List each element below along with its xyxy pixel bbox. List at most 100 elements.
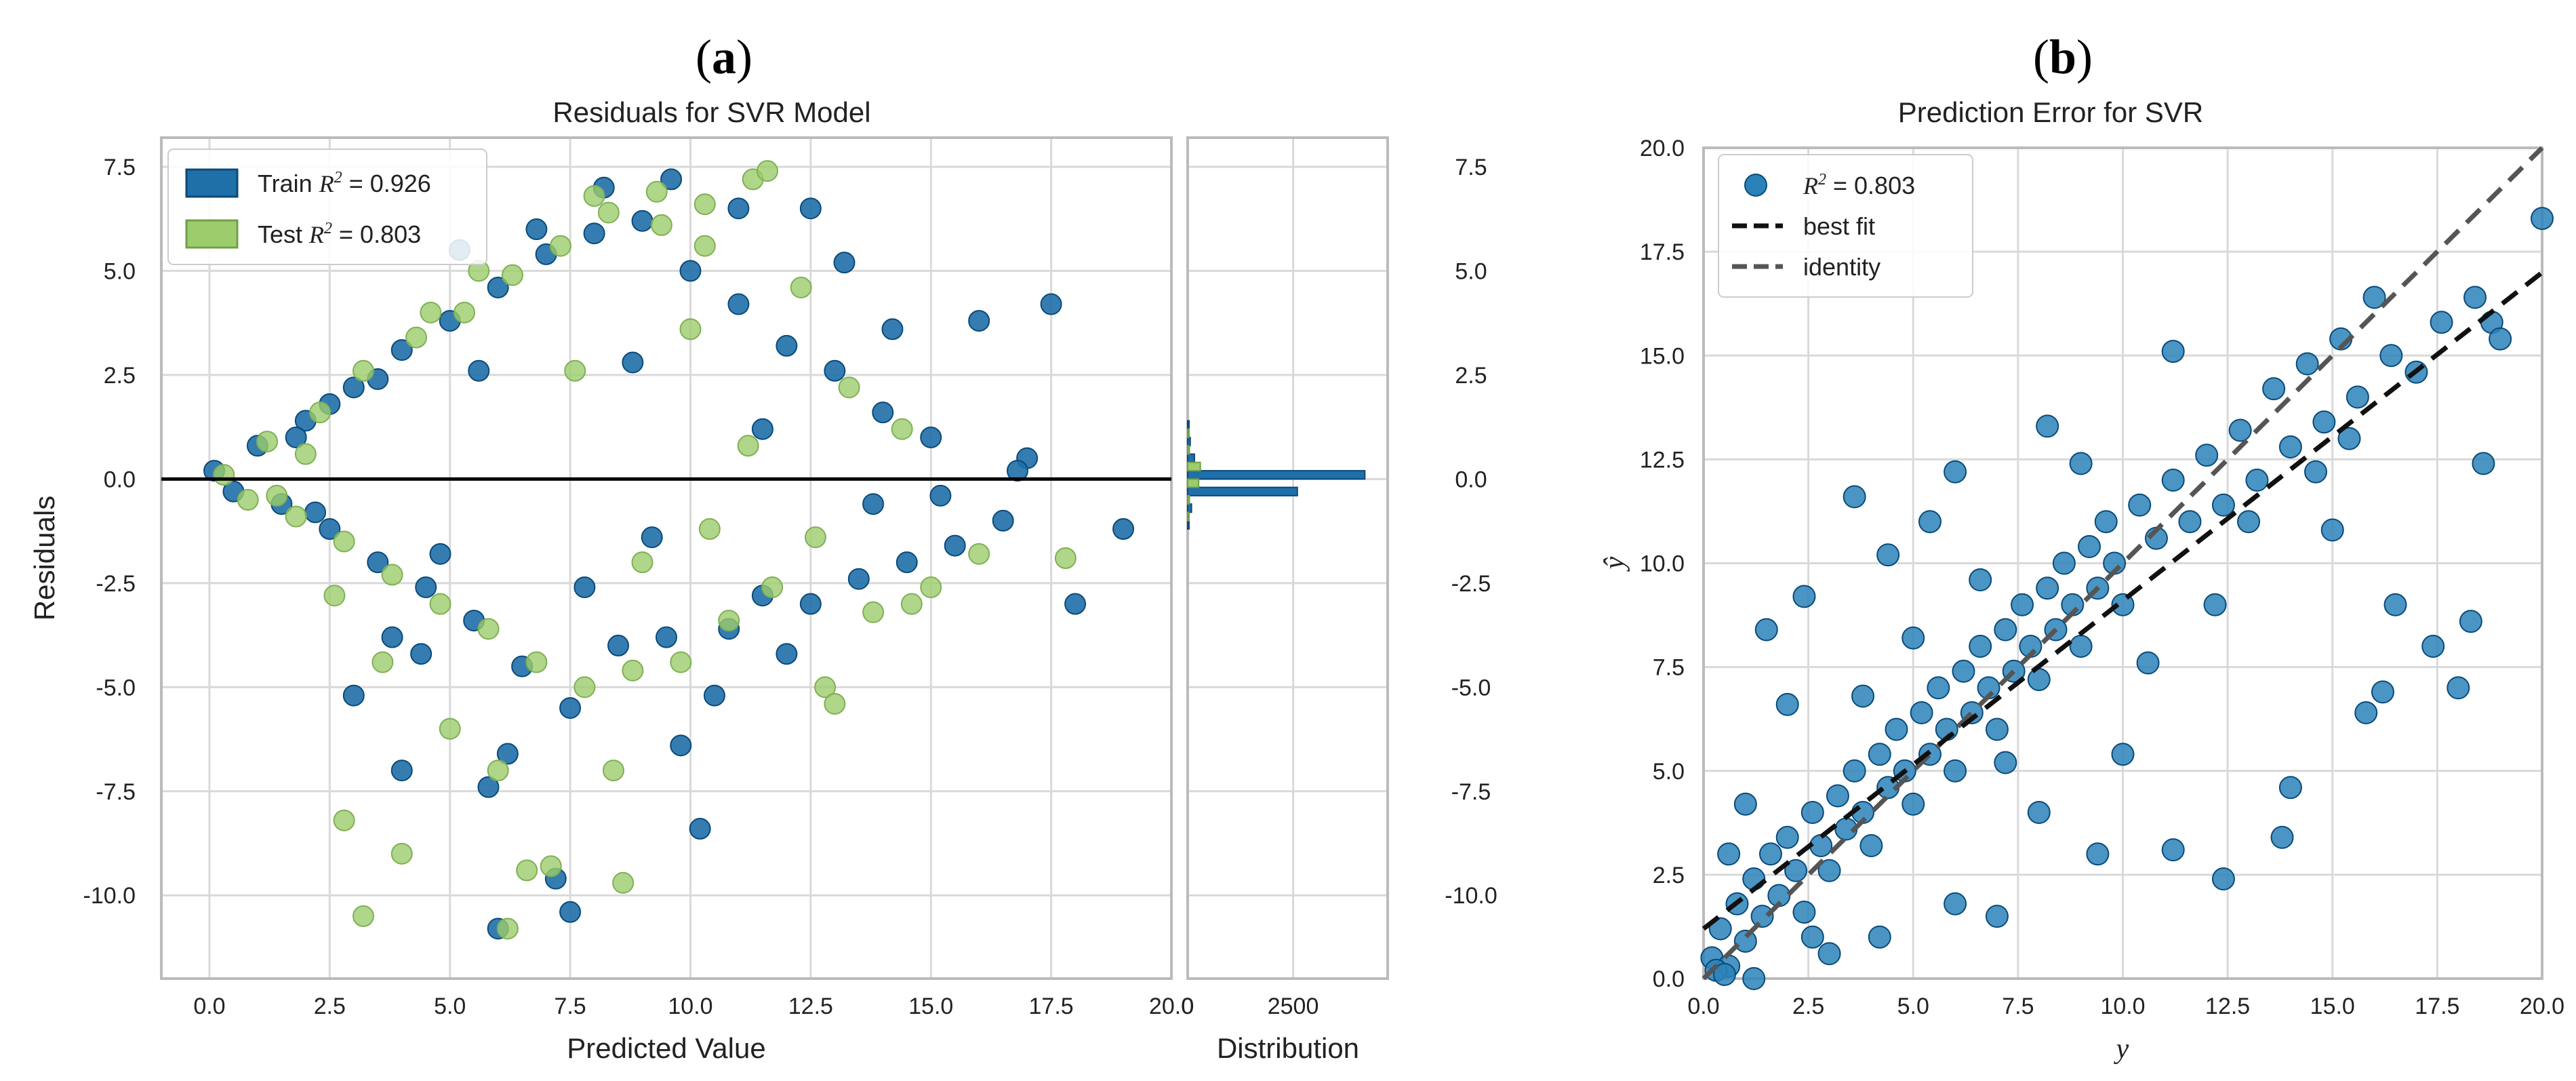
test-point-48 xyxy=(631,551,653,574)
prediction-error-x-tick-7: 17.5 xyxy=(2415,994,2459,1019)
prediction-point-95 xyxy=(2383,593,2407,616)
prediction-error-x-label: y xyxy=(2114,1034,2129,1065)
residuals-title: Residuals for SVR Model xyxy=(552,96,870,128)
prediction-point-60 xyxy=(2295,352,2319,376)
test-point-8 xyxy=(405,326,428,349)
train-point-65 xyxy=(776,643,798,665)
train-point-25 xyxy=(799,593,822,615)
residuals-x-tick-0: 0.0 xyxy=(193,994,225,1019)
test-point-17 xyxy=(622,659,644,682)
prediction-point-101 xyxy=(1712,962,1736,986)
prediction-point-9 xyxy=(1775,825,1799,849)
train-point-36 xyxy=(1064,593,1087,615)
train-point-46 xyxy=(833,252,856,274)
prediction-point-47 xyxy=(2094,510,2118,534)
test-point-44 xyxy=(420,301,442,323)
prediction-point-44 xyxy=(2069,635,2093,658)
prediction-point-104 xyxy=(1851,684,1875,708)
prediction-point-15 xyxy=(1826,784,1849,808)
prediction-point-102 xyxy=(1742,967,1766,990)
prediction-point-77 xyxy=(2036,414,2059,438)
distribution-y-tick-0: 7.5 xyxy=(1455,155,1487,180)
prediction-error-y-tick-8: 0.0 xyxy=(1653,966,1685,992)
train-point-7 xyxy=(367,551,389,574)
prediction-point-111 xyxy=(2237,510,2261,534)
train-point-54 xyxy=(285,426,307,448)
test-point-25 xyxy=(814,676,837,699)
prediction-point-113 xyxy=(2337,427,2361,450)
train-point-69 xyxy=(468,359,490,382)
prediction-error-x-tick-1: 2.5 xyxy=(1792,994,1824,1019)
train-point-15 xyxy=(559,696,582,719)
test-point-13 xyxy=(525,651,548,673)
residuals-x-tick-5: 12.5 xyxy=(788,994,833,1019)
residuals-x-tick-2: 5.0 xyxy=(434,994,466,1019)
prediction-point-110 xyxy=(2203,593,2227,616)
legend-scatter-marker xyxy=(1744,174,1767,197)
prediction-point-65 xyxy=(2379,344,2403,368)
train-dist-bar-4 xyxy=(1187,453,1195,463)
prediction-point-14 xyxy=(1817,859,1841,882)
test-point-38 xyxy=(496,918,519,940)
train-point-21 xyxy=(703,684,725,707)
prediction-point-74 xyxy=(1876,543,1900,567)
prediction-point-50 xyxy=(2128,493,2152,517)
train-point-18 xyxy=(631,210,653,232)
prediction-point-58 xyxy=(2262,377,2286,401)
train-dist-bar-3 xyxy=(1187,470,1366,480)
train-point-70 xyxy=(381,626,403,648)
prediction-point-40 xyxy=(2036,576,2059,600)
prediction-point-10 xyxy=(1784,859,1808,882)
train-point-29 xyxy=(895,551,918,574)
test-point-31 xyxy=(1054,547,1076,569)
distribution-plot-frame xyxy=(1186,136,1389,980)
train-point-19 xyxy=(656,626,677,648)
train-dist-bar-5 xyxy=(1187,436,1191,447)
residuals-y-tick-2: 2.5 xyxy=(104,363,136,389)
test-point-7 xyxy=(381,564,403,586)
train-point-55 xyxy=(304,501,327,524)
distribution-grid xyxy=(1186,138,1388,979)
test-point-3 xyxy=(285,505,307,528)
test-point-15 xyxy=(573,676,596,699)
prediction-point-52 xyxy=(2161,469,2185,492)
prediction-point-70 xyxy=(2531,207,2554,231)
legend-test-swatch xyxy=(185,219,239,249)
prediction-error-x-tick-2: 5.0 xyxy=(1897,994,1929,1019)
prediction-point-68 xyxy=(2463,286,2487,309)
prediction-point-93 xyxy=(2027,801,2051,824)
prediction-point-1 xyxy=(1708,917,1732,941)
distribution-y-tick-3: 0.0 xyxy=(1455,467,1487,492)
residuals-legend-box xyxy=(167,149,487,265)
residuals-y-tick-0: 7.5 xyxy=(104,155,136,180)
train-point-45 xyxy=(799,197,822,220)
residuals-y-tick-3: 0.0 xyxy=(104,467,136,492)
legend-train-swatch xyxy=(185,168,239,198)
test-point-29 xyxy=(920,576,942,598)
train-point-30 xyxy=(920,426,942,448)
train-point-66 xyxy=(881,318,904,340)
prediction-point-45 xyxy=(2078,535,2101,558)
prediction-point-87 xyxy=(2354,701,2378,724)
test-point-5 xyxy=(333,530,355,553)
prediction-point-89 xyxy=(2447,676,2470,700)
test-point-49 xyxy=(698,518,721,540)
prediction-error-plot-frame xyxy=(1702,146,2543,980)
test-point-55 xyxy=(602,760,624,782)
residuals-plot-frame xyxy=(160,136,1173,980)
residuals-x-tick-3: 7.5 xyxy=(554,994,586,1019)
prediction-point-103 xyxy=(1800,925,1824,949)
prediction-point-61 xyxy=(2312,410,2336,434)
test-point-18 xyxy=(645,180,668,203)
distribution-x-tick-0: 0 xyxy=(1182,994,1194,1019)
prediction-error-x-tick-0: 0.0 xyxy=(1687,994,1719,1019)
test-point-32 xyxy=(353,905,374,927)
prediction-error-legend: R2 = 0.803 best fit identity xyxy=(1718,154,1973,298)
train-point-71 xyxy=(670,734,692,757)
test-point-57 xyxy=(824,692,846,715)
residuals-x-label: Predicted Value xyxy=(567,1032,765,1064)
prediction-point-55 xyxy=(2211,493,2235,517)
prediction-error-y-tick-6: 5.0 xyxy=(1653,759,1685,785)
distribution-y-tick-2: 2.5 xyxy=(1455,363,1487,389)
prediction-error-y-label: ŷ xyxy=(1599,556,1630,572)
